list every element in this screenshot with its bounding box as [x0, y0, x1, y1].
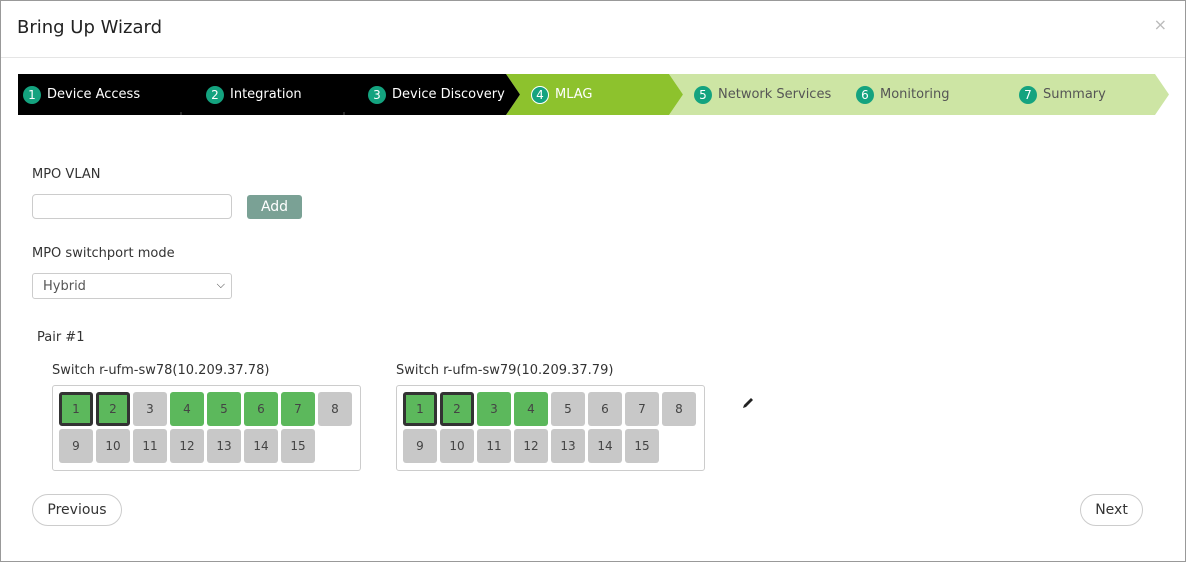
- port-7[interactable]: 7: [281, 392, 315, 426]
- port-3[interactable]: 3: [477, 392, 511, 426]
- port-10[interactable]: 10: [440, 429, 474, 463]
- step-number-badge: 6: [856, 85, 874, 104]
- port-14[interactable]: 14: [588, 429, 622, 463]
- mpo-switchport-mode-select[interactable]: Hybrid ⌵: [32, 273, 232, 299]
- step-label: Device Discovery: [392, 87, 505, 102]
- step-number-badge: 5: [694, 85, 712, 104]
- port-13[interactable]: 13: [207, 429, 241, 463]
- step-label: Network Services: [718, 87, 832, 102]
- port-1[interactable]: 1: [403, 392, 437, 426]
- port-2[interactable]: 2: [440, 392, 474, 426]
- port-4[interactable]: 4: [514, 392, 548, 426]
- port-6[interactable]: 6: [244, 392, 278, 426]
- step-integration[interactable]: 2 Integration: [206, 74, 302, 115]
- mpo-vlan-input[interactable]: [32, 194, 232, 219]
- step-number-badge: 7: [1019, 85, 1037, 104]
- step-mlag[interactable]: 4 MLAG: [531, 74, 593, 115]
- select-value: Hybrid: [43, 279, 86, 294]
- previous-button[interactable]: Previous: [32, 494, 122, 526]
- switch-ports-panel: 1 2 3 4 5 6 7 8 9 10 11 12 13 14 15: [52, 385, 361, 471]
- step-network-services[interactable]: 5 Network Services: [694, 74, 831, 115]
- wizard-steps: 1 Device Access 2 Integration 3 Device Discov…: [18, 74, 1169, 115]
- port-15[interactable]: 15: [281, 429, 315, 463]
- pencil-icon[interactable]: [741, 396, 755, 410]
- port-10[interactable]: 10: [96, 429, 130, 463]
- switch-name: Switch r-ufm-sw79(10.209.37.79): [396, 363, 614, 378]
- step-label: MLAG: [555, 87, 593, 102]
- step-label: Monitoring: [880, 87, 950, 102]
- step-number-badge: 3: [368, 85, 386, 104]
- port-12[interactable]: 12: [514, 429, 548, 463]
- port-1[interactable]: 1: [59, 392, 93, 426]
- steps-done-segment: [18, 74, 520, 115]
- port-3[interactable]: 3: [133, 392, 167, 426]
- step-monitoring[interactable]: 6 Monitoring: [856, 74, 950, 115]
- steps-todo-segment: [669, 74, 1169, 115]
- step-device-discovery[interactable]: 3 Device Discovery: [368, 74, 505, 115]
- steps-background: [18, 74, 1169, 115]
- step-summary[interactable]: 7 Summary: [1019, 74, 1106, 115]
- pair-label: Pair #1: [37, 330, 85, 345]
- step-device-access[interactable]: 1 Device Access: [23, 74, 140, 115]
- next-button[interactable]: Next: [1080, 494, 1143, 526]
- port-13[interactable]: 13: [551, 429, 585, 463]
- step-label: Integration: [230, 87, 302, 102]
- port-2[interactable]: 2: [96, 392, 130, 426]
- add-button[interactable]: Add: [247, 195, 302, 219]
- port-4[interactable]: 4: [170, 392, 204, 426]
- step-active-segment: [506, 74, 683, 115]
- port-8[interactable]: 8: [662, 392, 696, 426]
- port-15[interactable]: 15: [625, 429, 659, 463]
- chevron-down-icon: ⌵: [216, 278, 225, 291]
- port-5[interactable]: 5: [207, 392, 241, 426]
- port-14[interactable]: 14: [244, 429, 278, 463]
- step-number-badge: 2: [206, 85, 224, 104]
- port-11[interactable]: 11: [133, 429, 167, 463]
- switch-name: Switch r-ufm-sw78(10.209.37.78): [52, 363, 270, 378]
- mpo-vlan-label: MPO VLAN: [32, 167, 101, 182]
- port-9[interactable]: 9: [403, 429, 437, 463]
- step-number-badge: 4: [531, 85, 549, 104]
- modal-title: Bring Up Wizard: [17, 17, 163, 38]
- port-11[interactable]: 11: [477, 429, 511, 463]
- switch-ports-panel: 1 2 3 4 5 6 7 8 9 10 11 12 13 14 15: [396, 385, 705, 471]
- step-number-badge: 1: [23, 85, 41, 104]
- port-6[interactable]: 6: [588, 392, 622, 426]
- step-label: Summary: [1043, 87, 1106, 102]
- close-icon[interactable]: ×: [1153, 15, 1167, 34]
- mpo-switchport-mode-label: MPO switchport mode: [32, 246, 175, 261]
- port-7[interactable]: 7: [625, 392, 659, 426]
- port-5[interactable]: 5: [551, 392, 585, 426]
- step-label: Device Access: [47, 87, 141, 102]
- port-9[interactable]: 9: [59, 429, 93, 463]
- port-12[interactable]: 12: [170, 429, 204, 463]
- port-8[interactable]: 8: [318, 392, 352, 426]
- modal-header: Bring Up Wizard ×: [1, 1, 1185, 58]
